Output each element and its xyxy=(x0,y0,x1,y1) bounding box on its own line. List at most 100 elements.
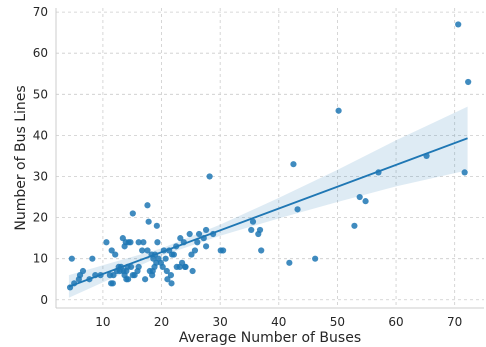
data-point xyxy=(68,255,75,262)
data-point xyxy=(294,206,301,213)
data-point xyxy=(166,247,173,254)
data-point xyxy=(86,276,93,283)
data-point xyxy=(153,222,160,229)
x-tick-label: 60 xyxy=(388,315,403,329)
data-point xyxy=(356,193,363,201)
data-point xyxy=(116,267,124,275)
data-point xyxy=(66,284,74,291)
data-point xyxy=(202,243,210,250)
data-point xyxy=(182,263,189,271)
data-point xyxy=(135,239,142,246)
data-point xyxy=(154,239,161,246)
data-point xyxy=(92,272,99,279)
x-tick-label: 30 xyxy=(213,315,228,329)
data-point xyxy=(119,235,126,242)
data-point xyxy=(145,218,152,225)
data-point xyxy=(112,251,119,258)
data-point xyxy=(312,255,319,262)
data-point xyxy=(131,272,138,279)
data-point xyxy=(162,255,169,262)
data-point xyxy=(142,276,149,283)
data-point xyxy=(465,78,472,86)
data-point xyxy=(108,280,115,287)
y-ticks: 0 10 20 30 40 50 60 70 xyxy=(33,5,48,307)
data-point xyxy=(157,259,165,266)
y-tick-label: 30 xyxy=(33,169,48,183)
data-point xyxy=(121,243,128,250)
data-point xyxy=(129,210,136,217)
data-point xyxy=(248,226,255,234)
y-tick-label: 50 xyxy=(33,87,48,101)
data-point xyxy=(423,152,430,160)
data-point xyxy=(290,161,297,168)
data-point xyxy=(108,247,115,254)
data-point xyxy=(71,280,78,287)
data-point xyxy=(189,267,196,275)
data-point xyxy=(164,276,171,283)
y-tick-label: 60 xyxy=(33,46,48,60)
data-point xyxy=(206,173,213,180)
y-tick-label: 40 xyxy=(33,128,48,142)
x-ticks: 10 20 30 40 50 60 70 xyxy=(95,315,462,329)
data-point xyxy=(173,243,180,250)
data-point xyxy=(127,263,135,271)
data-point xyxy=(106,272,114,279)
data-point xyxy=(191,247,199,254)
data-point xyxy=(335,107,342,114)
data-point xyxy=(139,247,146,254)
data-point xyxy=(258,247,265,254)
data-point xyxy=(202,226,210,234)
data-point xyxy=(163,267,170,275)
data-point xyxy=(97,272,104,279)
grid xyxy=(56,8,484,308)
data-point xyxy=(461,169,468,176)
data-point xyxy=(160,247,167,254)
y-tick-label: 0 xyxy=(40,293,48,307)
data-point xyxy=(123,276,130,283)
data-point xyxy=(375,169,382,176)
data-point xyxy=(170,251,177,258)
data-point xyxy=(75,276,82,283)
data-point xyxy=(219,247,227,254)
data-point xyxy=(351,222,358,229)
data-point xyxy=(140,239,147,246)
data-point xyxy=(177,235,184,242)
data-point xyxy=(89,255,96,262)
y-axis-label: Number of Bus Lines xyxy=(13,85,29,230)
data-point xyxy=(455,21,462,28)
axes-frame xyxy=(55,8,484,309)
x-tick-label: 50 xyxy=(330,315,345,329)
data-point xyxy=(103,239,110,246)
regression-line xyxy=(68,137,468,288)
data-point xyxy=(194,239,201,246)
x-tick-label: 10 xyxy=(95,315,110,329)
data-point xyxy=(249,218,257,225)
data-point xyxy=(144,247,151,254)
x-tick-label: 20 xyxy=(154,315,169,329)
data-point xyxy=(255,230,262,238)
y-tick-label: 10 xyxy=(33,252,48,266)
data-point xyxy=(286,259,293,266)
data-point xyxy=(144,202,151,209)
scatter-points xyxy=(66,21,472,291)
data-point xyxy=(151,263,158,271)
data-point xyxy=(210,230,217,238)
y-tick-label: 20 xyxy=(33,211,48,225)
data-point xyxy=(168,280,175,287)
data-point xyxy=(167,272,175,279)
data-point xyxy=(180,239,187,246)
regression-line-group xyxy=(68,137,468,288)
data-point xyxy=(200,235,207,242)
data-point xyxy=(188,251,195,258)
x-tick-label: 70 xyxy=(447,315,462,329)
x-axis-label: Average Number of Buses xyxy=(179,330,361,346)
data-point xyxy=(186,230,193,238)
x-tick-label: 40 xyxy=(271,315,286,329)
data-point xyxy=(195,230,203,238)
data-point xyxy=(149,272,156,279)
y-tick-label: 70 xyxy=(33,5,48,19)
data-point xyxy=(362,198,369,205)
data-point xyxy=(127,239,134,246)
data-point xyxy=(151,251,159,258)
